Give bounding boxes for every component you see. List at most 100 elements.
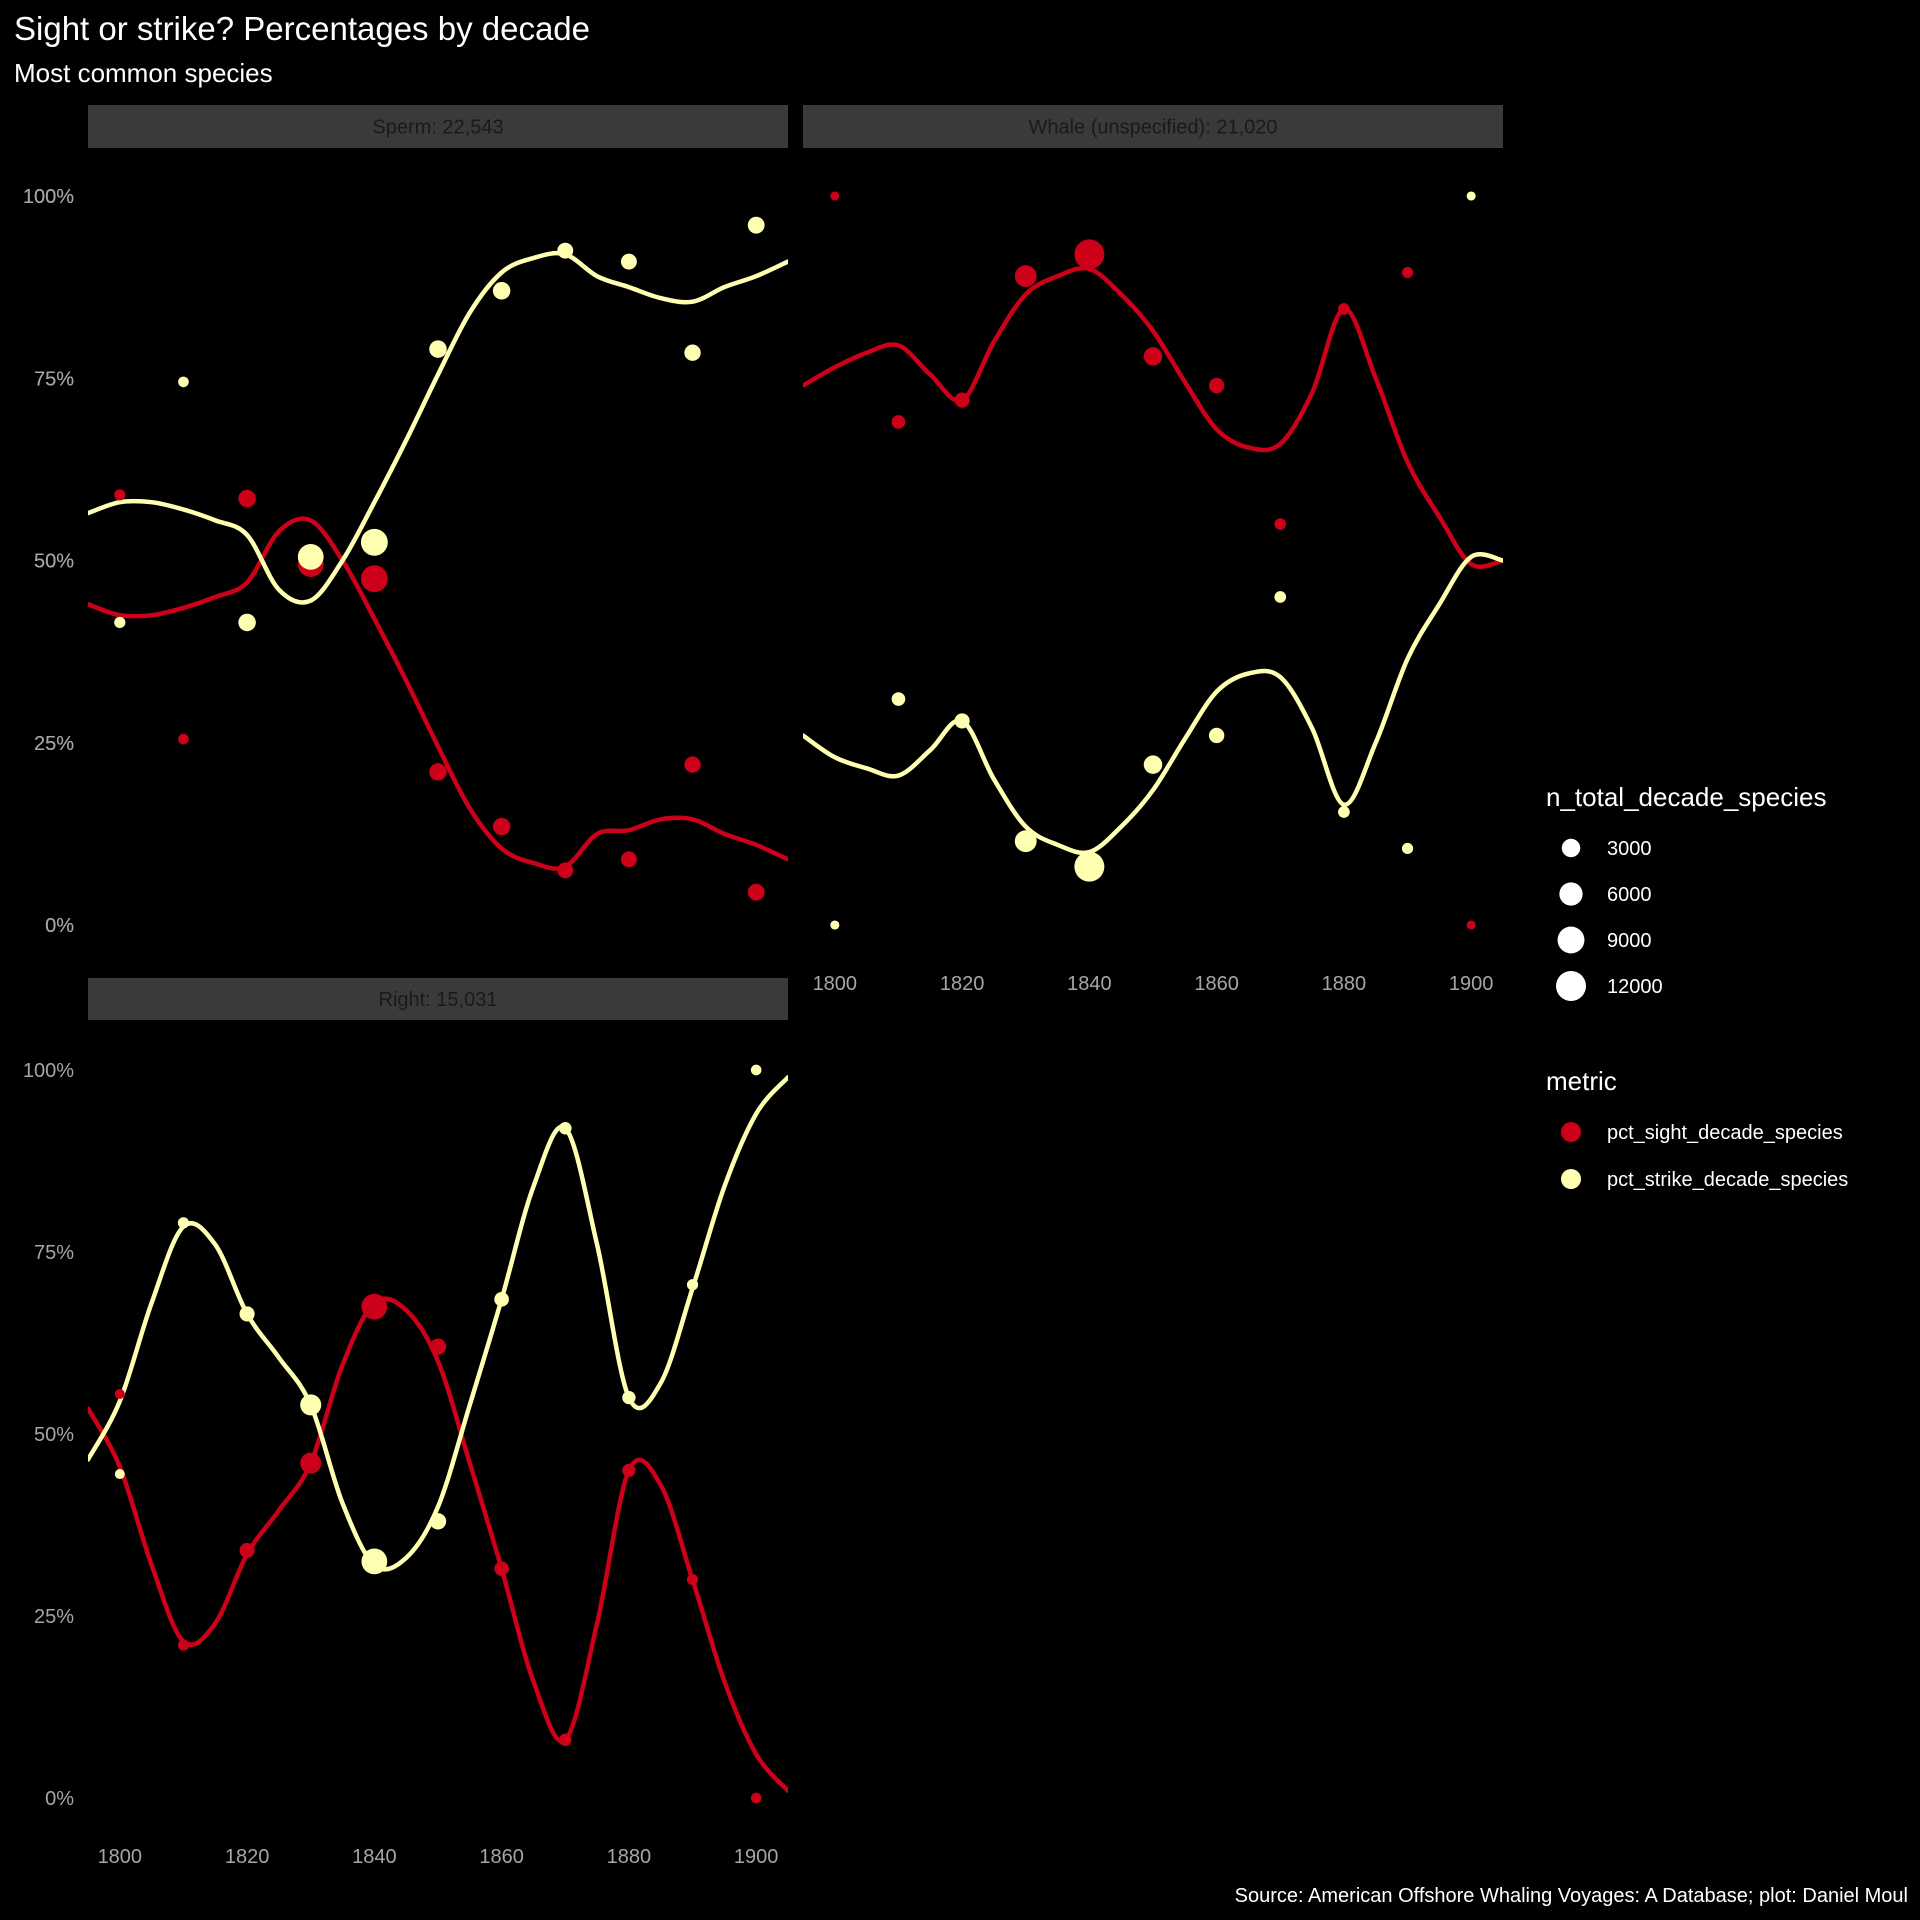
x-tick-label: 1800 (813, 973, 858, 995)
panel-1: Sperm: 22,543 0% 25% 50% 75% 100% (23, 105, 788, 937)
facet-strip (803, 105, 1503, 148)
x-tick-label: 1800 (98, 1846, 143, 1868)
smooth-line-sight (803, 265, 1503, 569)
data-point-strike (1338, 806, 1350, 818)
y-tick-label: 75% (34, 1242, 74, 1264)
data-point-strike (114, 616, 126, 629)
chart-title: Sight or strike? Percentages by decade (14, 10, 590, 47)
data-point-strike (494, 1292, 509, 1307)
data-point-strike (360, 528, 388, 556)
data-point-sight (1208, 377, 1225, 394)
data-point-sight (1143, 347, 1163, 366)
data-point-sight (360, 565, 388, 593)
facet-strip-label: Sperm: 22,543 (372, 117, 503, 139)
data-point-sight (750, 1792, 762, 1804)
x-tick-label: 1880 (1322, 973, 1367, 995)
data-point-sight (1466, 920, 1476, 930)
x-tick-label: 1900 (734, 1846, 779, 1868)
chart-caption: Source: American Offshore Whaling Voyage… (1235, 1885, 1908, 1907)
data-point-sight (1074, 239, 1105, 270)
data-point-sight (1014, 265, 1037, 288)
data-point-sight (492, 817, 511, 836)
chart-subtitle: Most common species (14, 58, 273, 88)
x-tick-label: 1840 (1067, 973, 1112, 995)
data-point-strike (361, 1548, 388, 1575)
y-tick-label: 100% (23, 186, 74, 208)
size-legend-label: 12000 (1607, 976, 1663, 998)
smooth-line-sight (88, 516, 788, 871)
data-point-sight (1274, 518, 1287, 530)
x-tick-label: 1840 (352, 1846, 397, 1868)
data-point-sight (239, 1542, 255, 1559)
data-point-sight (830, 191, 840, 201)
y-tick-label: 75% (34, 368, 74, 390)
size-legend-label: 6000 (1607, 884, 1652, 906)
data-point-strike (1143, 755, 1163, 774)
size-legend-label: 9000 (1607, 930, 1652, 952)
facet-strip (88, 978, 788, 1020)
data-point-sight (429, 763, 447, 781)
panel-3: Right: 15,031 0% 25% 50% 75% 100% 1800 1820 1840… (23, 978, 788, 1868)
data-point-strike (954, 713, 970, 729)
data-point-strike (1014, 830, 1037, 853)
y-tick-label: 100% (23, 1060, 74, 1082)
x-tick-label: 1880 (607, 1846, 652, 1868)
data-point-strike (1466, 191, 1476, 201)
data-point-strike (684, 344, 701, 361)
data-point-strike (622, 1390, 636, 1405)
color-legend-key (1561, 1169, 1581, 1189)
data-point-strike (830, 920, 840, 930)
size-legend-title: n_total_decade_species (1546, 782, 1826, 812)
smooth-line-strike (88, 1075, 788, 1572)
data-point-sight (684, 756, 701, 773)
data-point-strike (297, 543, 324, 570)
y-tick-label: 75% (34, 368, 74, 390)
data-point-sight (747, 883, 765, 901)
y-tick-label: 0% (45, 1788, 74, 1810)
x-tick-label: 1860 (1194, 973, 1239, 995)
data-point-sight (1401, 266, 1414, 279)
data-point-strike (178, 376, 189, 388)
y-tick-label: 100% (23, 186, 74, 208)
data-point-strike (686, 1279, 699, 1291)
data-point-strike (1074, 851, 1105, 882)
data-point-sight (114, 1388, 125, 1399)
data-point-strike (557, 242, 574, 259)
color-legend-title: metric (1546, 1066, 1617, 1096)
data-point-sight (557, 862, 574, 879)
data-point-sight (361, 1293, 388, 1320)
x-tick-label: 1900 (1449, 973, 1494, 995)
data-point-sight (622, 1463, 636, 1478)
y-tick-label: 50% (34, 1424, 74, 1446)
data-point-sight (114, 489, 126, 501)
color-legend-key (1561, 1122, 1581, 1142)
panel-2: Whale (unspecified): 21,020 0% 25% 50% 75% 10… (23, 105, 1503, 995)
data-point-sight (891, 415, 906, 429)
data-point-sight (494, 1561, 509, 1576)
facet-strip-label: Right: 15,031 (379, 989, 498, 1011)
data-point-strike (750, 1064, 762, 1076)
y-tick-label: 25% (34, 1606, 74, 1628)
color-legend-label: pct_sight_decade_species (1607, 1122, 1843, 1144)
data-point-strike (492, 282, 511, 300)
y-tick-label: 25% (34, 733, 74, 755)
data-point-strike (429, 1513, 447, 1530)
data-point-strike (620, 253, 637, 270)
data-point-strike (238, 613, 256, 632)
facet-strip-label: Whale (unspecified): 21,020 (1028, 117, 1277, 139)
smooth-line-strike (803, 552, 1503, 856)
x-tick-label: 1860 (479, 1846, 524, 1868)
facet-panels: Sperm: 22,543 0% 25% 50% 75% 100% Whale (unspe… (23, 105, 1503, 1868)
data-point-strike (239, 1306, 255, 1322)
x-tick-label: 1820 (940, 973, 985, 995)
data-point-strike (177, 1217, 190, 1229)
data-point-strike (114, 1469, 125, 1480)
x-tick-label: 1820 (225, 1846, 270, 1868)
data-point-sight (177, 1639, 190, 1651)
data-point-strike (300, 1394, 322, 1416)
data-point-sight (686, 1574, 699, 1586)
data-point-sight (1338, 303, 1350, 315)
y-tick-label: 0% (45, 915, 74, 937)
